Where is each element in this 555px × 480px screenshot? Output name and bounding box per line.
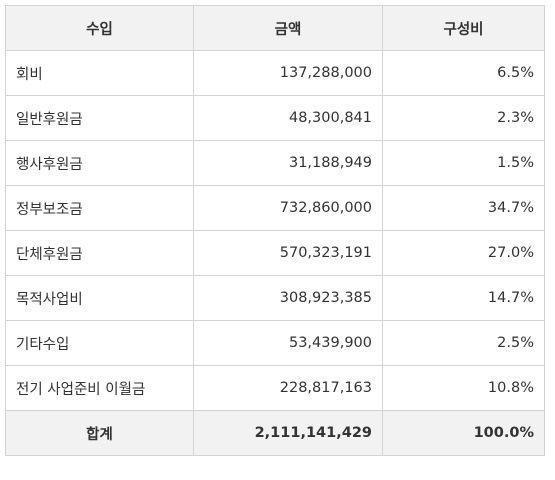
table-row: 단체후원금 570,323,191 27.0% — [5, 230, 545, 276]
table-header-row: 수입 금액 구성비 — [5, 5, 545, 51]
row-ratio: 2.5% — [382, 320, 545, 366]
table-row: 기타수입 53,439,900 2.5% — [5, 320, 545, 366]
row-label: 기타수입 — [5, 320, 194, 366]
row-label: 일반후원금 — [5, 95, 194, 141]
row-amount: 308,923,385 — [193, 275, 383, 321]
row-label: 행사후원금 — [5, 140, 194, 186]
row-label: 정부보조금 — [5, 185, 194, 231]
row-ratio: 10.8% — [382, 365, 545, 411]
row-label: 회비 — [5, 50, 194, 96]
income-table: 수입 금액 구성비 회비 137,288,000 6.5% 일반후원금 48,3… — [5, 5, 545, 456]
header-ratio: 구성비 — [382, 5, 545, 51]
row-amount: 732,860,000 — [193, 185, 383, 231]
row-label: 목적사업비 — [5, 275, 194, 321]
row-amount: 228,817,163 — [193, 365, 383, 411]
total-amount: 2,111,141,429 — [193, 410, 383, 456]
table-row: 일반후원금 48,300,841 2.3% — [5, 95, 545, 141]
table-row: 정부보조금 732,860,000 34.7% — [5, 185, 545, 231]
total-row: 합계 2,111,141,429 100.0% — [5, 410, 545, 456]
row-ratio: 2.3% — [382, 95, 545, 141]
header-amount: 금액 — [193, 5, 383, 51]
row-label: 단체후원금 — [5, 230, 194, 276]
income-table-container: 수입 금액 구성비 회비 137,288,000 6.5% 일반후원금 48,3… — [5, 5, 545, 456]
row-amount: 53,439,900 — [193, 320, 383, 366]
table-row: 전기 사업준비 이월금 228,817,163 10.8% — [5, 365, 545, 411]
row-ratio: 1.5% — [382, 140, 545, 186]
total-label: 합계 — [5, 410, 194, 456]
table-row: 목적사업비 308,923,385 14.7% — [5, 275, 545, 321]
table-row: 행사후원금 31,188,949 1.5% — [5, 140, 545, 186]
row-ratio: 34.7% — [382, 185, 545, 231]
row-amount: 48,300,841 — [193, 95, 383, 141]
row-amount: 570,323,191 — [193, 230, 383, 276]
row-ratio: 6.5% — [382, 50, 545, 96]
row-ratio: 14.7% — [382, 275, 545, 321]
row-amount: 31,188,949 — [193, 140, 383, 186]
row-label: 전기 사업준비 이월금 — [5, 365, 194, 411]
table-row: 회비 137,288,000 6.5% — [5, 50, 545, 96]
row-amount: 137,288,000 — [193, 50, 383, 96]
total-ratio: 100.0% — [382, 410, 545, 456]
row-ratio: 27.0% — [382, 230, 545, 276]
header-income: 수입 — [5, 5, 194, 51]
